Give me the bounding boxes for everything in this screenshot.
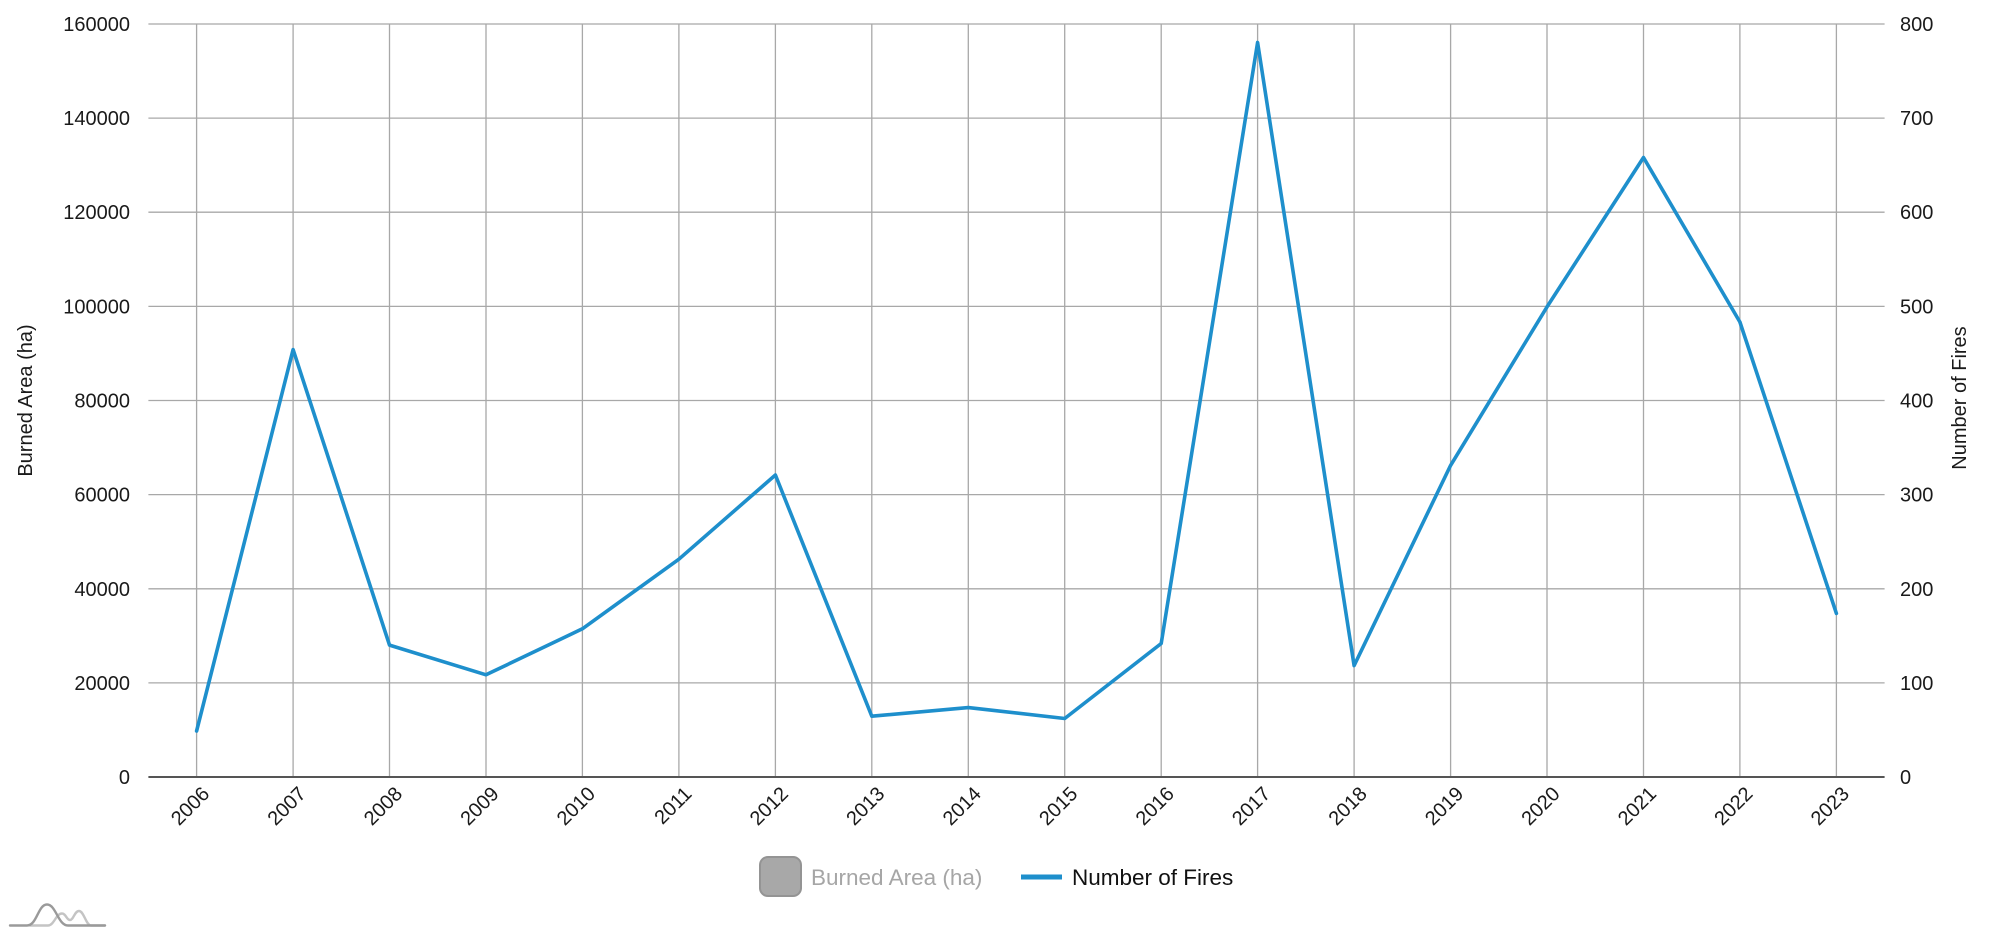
svg-text:120000: 120000 <box>63 202 130 224</box>
svg-text:20000: 20000 <box>74 673 130 695</box>
svg-text:100000: 100000 <box>63 296 130 318</box>
svg-text:60000: 60000 <box>74 485 130 507</box>
svg-text:2016: 2016 <box>1132 783 1179 830</box>
svg-text:0: 0 <box>119 767 130 789</box>
svg-text:2020: 2020 <box>1518 783 1565 830</box>
svg-text:2022: 2022 <box>1710 783 1757 830</box>
svg-text:2006: 2006 <box>167 783 214 830</box>
svg-text:300: 300 <box>1900 485 1933 507</box>
svg-text:2021: 2021 <box>1614 783 1661 830</box>
svg-text:200: 200 <box>1900 579 1933 601</box>
svg-text:2019: 2019 <box>1421 783 1468 830</box>
svg-text:Burned Area (ha): Burned Area (ha) <box>15 324 37 476</box>
svg-text:2015: 2015 <box>1035 783 1082 830</box>
svg-text:800: 800 <box>1900 14 1933 36</box>
svg-text:2012: 2012 <box>746 783 793 830</box>
svg-text:2011: 2011 <box>650 783 696 829</box>
svg-text:700: 700 <box>1900 108 1933 130</box>
svg-text:2007: 2007 <box>264 783 311 830</box>
svg-text:140000: 140000 <box>63 108 130 130</box>
svg-text:Number of Fires: Number of Fires <box>1949 326 1971 469</box>
svg-text:2010: 2010 <box>553 783 600 830</box>
svg-text:Burned Area (ha): Burned Area (ha) <box>811 865 982 890</box>
svg-text:2018: 2018 <box>1325 783 1372 830</box>
svg-text:0: 0 <box>1900 767 1911 789</box>
svg-text:2013: 2013 <box>842 783 889 830</box>
svg-text:600: 600 <box>1900 202 1933 224</box>
svg-text:2014: 2014 <box>939 783 986 830</box>
svg-text:100: 100 <box>1900 673 1933 695</box>
svg-text:400: 400 <box>1900 391 1933 413</box>
svg-text:2017: 2017 <box>1228 783 1275 830</box>
svg-text:40000: 40000 <box>74 579 130 601</box>
svg-text:80000: 80000 <box>74 391 130 413</box>
svg-text:160000: 160000 <box>63 14 130 36</box>
svg-text:2009: 2009 <box>457 783 504 830</box>
svg-text:Number of Fires: Number of Fires <box>1072 865 1233 890</box>
svg-text:2023: 2023 <box>1807 783 1854 830</box>
svg-text:500: 500 <box>1900 296 1933 318</box>
svg-text:2008: 2008 <box>360 783 407 830</box>
